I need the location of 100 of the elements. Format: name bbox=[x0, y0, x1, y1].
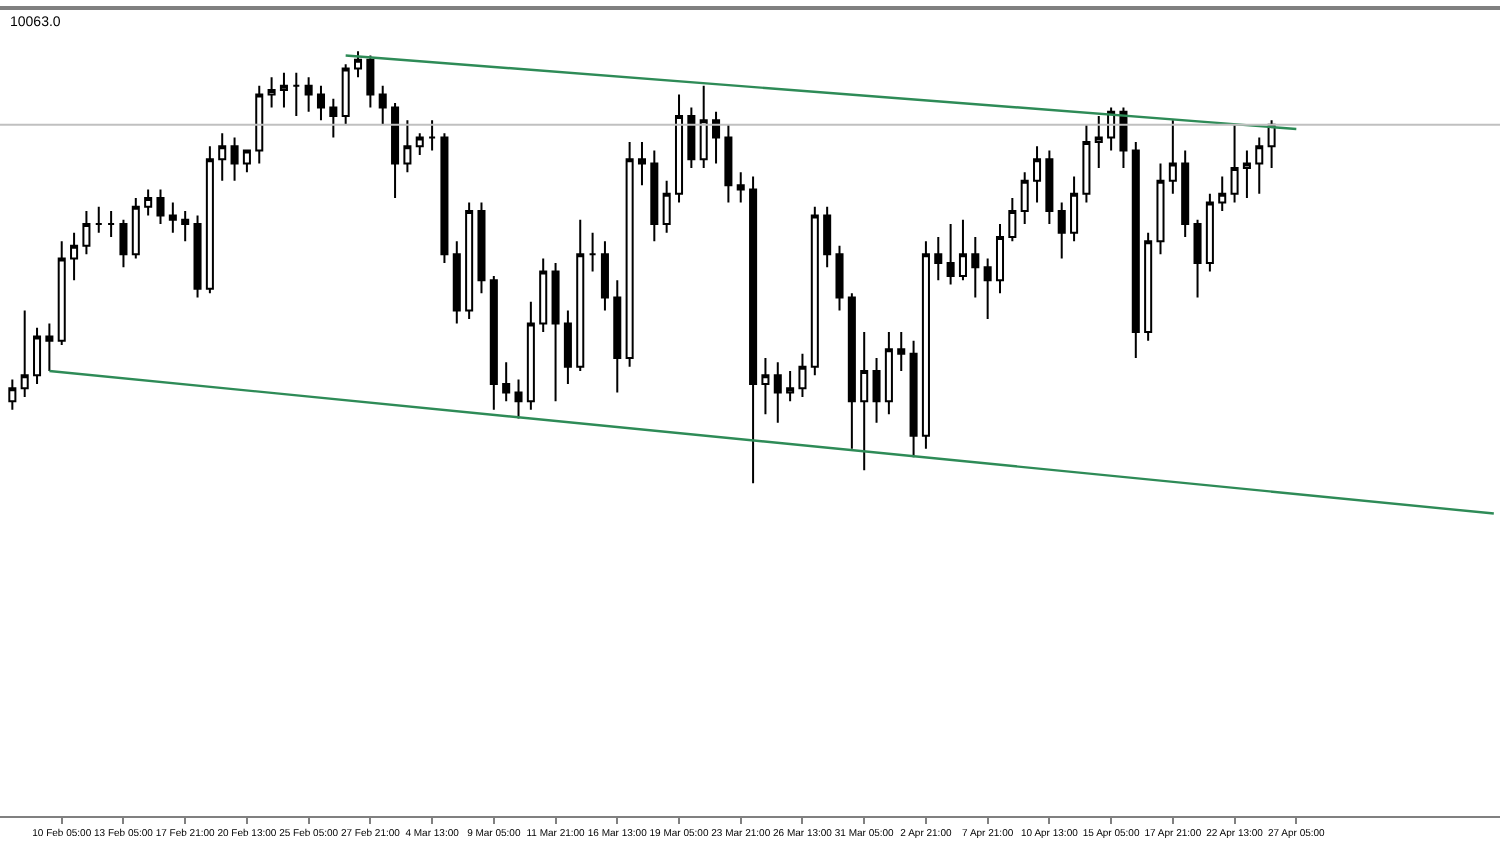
candlestick bbox=[1193, 218, 1202, 299]
candlestick bbox=[588, 231, 597, 273]
candlestick bbox=[70, 231, 79, 282]
candlestick bbox=[156, 188, 165, 226]
candlestick bbox=[415, 132, 424, 156]
candlestick bbox=[600, 240, 609, 312]
candlestick bbox=[218, 132, 227, 182]
candlestick bbox=[1267, 119, 1276, 169]
candlestick bbox=[1156, 162, 1165, 256]
candlestick bbox=[1168, 119, 1177, 195]
candlestick bbox=[1230, 123, 1239, 204]
candlestick bbox=[94, 205, 103, 234]
candlestick bbox=[810, 205, 819, 377]
candlestick bbox=[391, 102, 400, 200]
candlestick bbox=[1205, 192, 1214, 273]
candlestick bbox=[8, 378, 17, 411]
candlestick bbox=[1070, 175, 1079, 243]
candlestick bbox=[576, 218, 585, 372]
candlestick bbox=[403, 119, 412, 174]
candlestick bbox=[1255, 136, 1264, 195]
candlestick bbox=[181, 210, 190, 243]
candlestick bbox=[786, 369, 795, 403]
candlestick bbox=[736, 171, 745, 204]
candlestick bbox=[650, 149, 659, 243]
candlestick bbox=[921, 240, 930, 450]
candlestick bbox=[131, 197, 140, 260]
candlestick bbox=[872, 356, 881, 424]
candlestick bbox=[107, 210, 116, 238]
candlestick bbox=[428, 119, 437, 152]
candlestick bbox=[1181, 149, 1190, 238]
candlestick bbox=[551, 261, 560, 403]
candlestick bbox=[514, 378, 523, 420]
candlestick bbox=[1057, 201, 1066, 260]
candlestick bbox=[82, 210, 91, 256]
candlestick bbox=[897, 331, 906, 372]
candlestick bbox=[1082, 123, 1091, 204]
candlestick bbox=[1242, 149, 1251, 200]
candlestick bbox=[57, 240, 66, 347]
candlestick bbox=[1020, 171, 1029, 226]
candlestick bbox=[267, 76, 276, 109]
candlestick bbox=[662, 179, 671, 234]
candlestick bbox=[674, 93, 684, 204]
candlestick bbox=[724, 123, 733, 204]
candlestick bbox=[354, 50, 363, 79]
candlestick bbox=[255, 84, 264, 165]
candlestick bbox=[613, 279, 622, 394]
candlestick bbox=[440, 132, 449, 264]
candlestick bbox=[1218, 175, 1227, 213]
candlestick bbox=[119, 218, 128, 269]
candlestick bbox=[539, 257, 548, 334]
candlestick bbox=[20, 309, 29, 398]
candlestick bbox=[971, 236, 980, 299]
candlestick bbox=[958, 218, 967, 282]
candlestick bbox=[1131, 140, 1140, 359]
candlestick bbox=[687, 106, 696, 169]
candlestick bbox=[884, 331, 893, 416]
candlestick bbox=[637, 140, 646, 187]
candlestick bbox=[699, 84, 708, 169]
candlestick bbox=[847, 292, 856, 450]
candlestick bbox=[193, 214, 202, 299]
candlestick bbox=[465, 201, 474, 321]
candlestick bbox=[279, 71, 288, 109]
candlestick bbox=[749, 175, 758, 485]
candlestick bbox=[798, 352, 807, 398]
candlestick bbox=[489, 274, 498, 411]
candlestick bbox=[526, 300, 535, 411]
candlestick bbox=[304, 76, 313, 113]
candlestick bbox=[33, 326, 42, 385]
candlestick bbox=[835, 244, 844, 312]
candlestick bbox=[329, 97, 338, 139]
candlestick bbox=[761, 356, 770, 416]
candlestick bbox=[477, 201, 486, 295]
candlestick bbox=[45, 322, 54, 372]
candlestick bbox=[983, 257, 992, 321]
candlestick bbox=[366, 54, 375, 109]
candlestick bbox=[995, 223, 1005, 295]
candlestick bbox=[292, 71, 301, 118]
candlestick bbox=[341, 63, 350, 126]
candlestick bbox=[1119, 106, 1128, 169]
candlestick bbox=[452, 240, 461, 325]
candlestick bbox=[712, 110, 721, 165]
candlestick bbox=[823, 205, 832, 269]
candlestick bbox=[1144, 231, 1153, 342]
candlestick bbox=[230, 136, 239, 182]
candlestick bbox=[909, 339, 918, 459]
candlestick bbox=[1033, 145, 1042, 204]
candlestick bbox=[168, 201, 177, 234]
candlestick bbox=[860, 331, 869, 472]
candlestick bbox=[934, 236, 943, 282]
candlestick bbox=[773, 361, 782, 424]
candlestick bbox=[625, 140, 634, 368]
candlestick bbox=[946, 223, 955, 286]
candlestick bbox=[563, 309, 572, 385]
candlestick bbox=[242, 149, 251, 174]
candlestick bbox=[316, 84, 326, 122]
candlestick bbox=[378, 84, 387, 126]
candlestick bbox=[1045, 149, 1054, 226]
candlestick bbox=[205, 145, 214, 295]
candlestick bbox=[1094, 115, 1103, 169]
candlestick bbox=[1008, 197, 1017, 243]
